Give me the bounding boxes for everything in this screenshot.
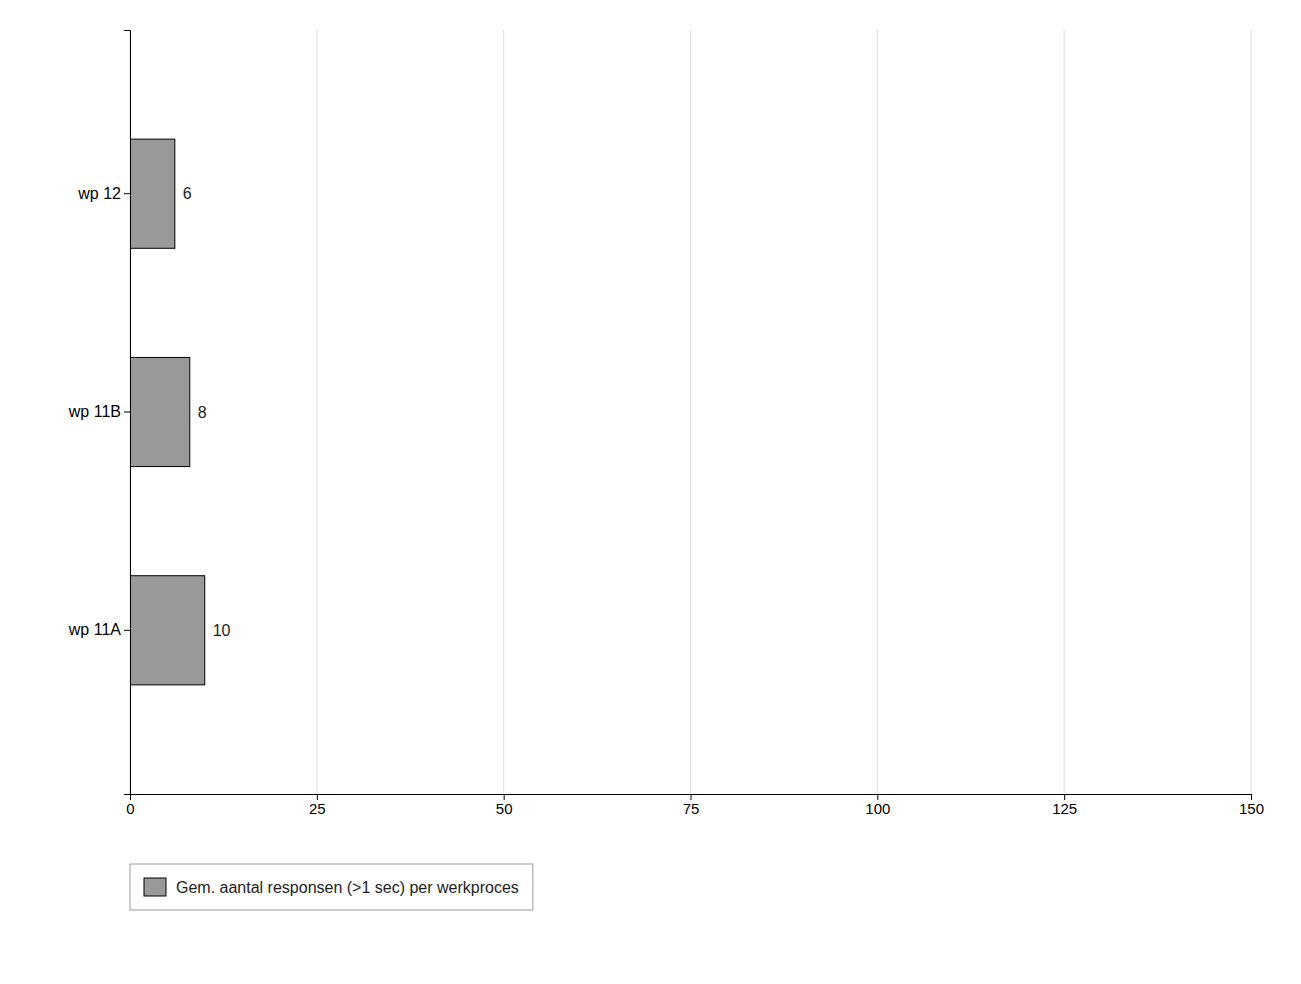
grid-line — [503, 30, 504, 794]
y-tick-mark — [124, 412, 130, 413]
x-axis: 0 25 50 75 100 125 150 — [126, 794, 1264, 817]
grid-line — [1251, 30, 1252, 794]
x-tick: 50 — [496, 794, 513, 817]
legend-frame — [130, 864, 533, 910]
grid — [130, 30, 1251, 794]
x-tick: 125 — [1052, 794, 1077, 817]
y-tick: wp 11A — [68, 621, 130, 638]
x-tick-label: 50 — [496, 800, 513, 817]
data-label: 10 — [213, 622, 231, 639]
legend-item: Gem. aantal responsen (>1 sec) per werkp… — [144, 878, 519, 896]
x-tick-label: 75 — [683, 800, 700, 817]
x-tick: 75 — [683, 794, 700, 817]
y-tick-label: wp 12 — [77, 185, 121, 202]
x-tick: 0 — [126, 794, 134, 817]
bar — [130, 139, 175, 248]
bar — [130, 357, 190, 466]
chart: 10 8 6 0 25 50 75 100 125 150 wp 11A wp 11B wp 12 Gem… — [0, 0, 1301, 984]
x-tick-label: 150 — [1239, 800, 1264, 817]
y-tick-label: wp 11B — [68, 403, 121, 420]
x-tick: 100 — [865, 794, 890, 817]
x-tick-label: 25 — [309, 800, 326, 817]
grid-line — [877, 30, 878, 794]
y-tick: wp 11B — [68, 403, 130, 420]
grid-line — [1064, 30, 1065, 794]
plot-area: 10 8 6 0 25 50 75 100 125 150 wp 11A wp 11B wp 12 — [68, 30, 1264, 817]
data-label: 6 — [183, 185, 192, 202]
y-tick-label: wp 11A — [68, 621, 122, 638]
x-tick-label: 100 — [865, 800, 890, 817]
x-tick-label: 0 — [126, 800, 134, 817]
grid-line — [316, 30, 317, 794]
y-tick: wp 12 — [77, 185, 130, 202]
y-tick-mark — [124, 193, 130, 194]
x-tick: 150 — [1239, 794, 1264, 817]
x-tick-label: 125 — [1052, 800, 1077, 817]
bar — [130, 576, 205, 685]
legend: Gem. aantal responsen (>1 sec) per werkp… — [130, 864, 533, 910]
legend-swatch — [144, 878, 166, 896]
data-labels: 10 8 6 — [183, 185, 231, 639]
legend-label: Gem. aantal responsen (>1 sec) per werkp… — [176, 879, 519, 896]
y-tick-mark — [124, 630, 130, 631]
y-axis-line — [124, 31, 131, 795]
bars — [130, 139, 205, 685]
y-axis: wp 11A wp 11B wp 12 — [68, 31, 131, 795]
grid-line — [690, 30, 691, 794]
data-label: 8 — [198, 404, 207, 421]
x-tick: 25 — [309, 794, 326, 817]
